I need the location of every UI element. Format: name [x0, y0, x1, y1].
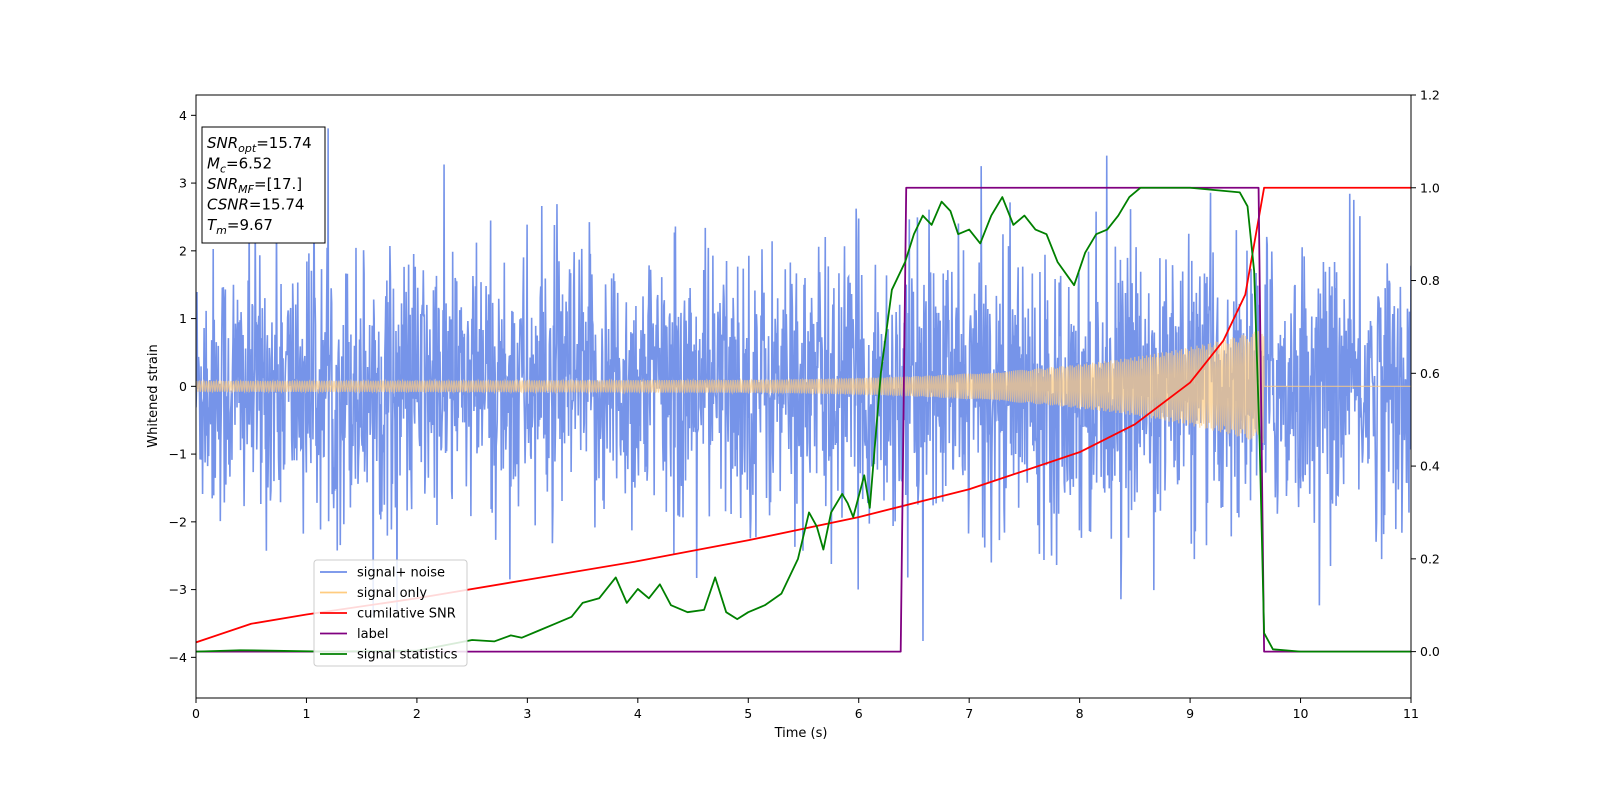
legend-item-signal-only[interactable]: signal only	[320, 586, 427, 601]
info-line: CSNR=15.74	[207, 196, 304, 214]
info-line: Mc=6.52	[207, 155, 272, 176]
info-symbol: M	[207, 155, 220, 173]
y-tick-label: −1	[169, 447, 187, 462]
info-value: =[17.]	[254, 175, 302, 193]
x-tick-label: 6	[855, 706, 863, 721]
y-tick-label: 1	[179, 311, 187, 326]
info-value: =6.52	[226, 155, 272, 173]
series-signal-statistics	[196, 186, 1411, 653]
x-tick-label: 4	[634, 706, 642, 721]
info-annotation-box	[201, 126, 326, 244]
series-signal-only	[196, 330, 1411, 443]
legend-item-label[interactable]: label	[320, 627, 388, 642]
x-tick-label: 5	[744, 706, 752, 721]
legend-item-signal-statistics[interactable]: signal statistics	[320, 648, 458, 663]
y-axis-left: 4 3 2 1 0 −1 −2 −3 −4	[169, 108, 196, 665]
info-symbol: SNR	[207, 134, 238, 152]
legend-item-cumilative-snr[interactable]: cumilative SNR	[320, 607, 456, 622]
y2-tick-label: 1.2	[1420, 88, 1440, 103]
info-line: Tm=9.67	[207, 216, 273, 237]
x-tick-label: 8	[1076, 706, 1084, 721]
x-tick-label: 2	[413, 706, 421, 721]
x-axis: 0 1 2 3 4 5 6 7 8 9 10 11	[192, 698, 1419, 721]
y-tick-label: −2	[169, 514, 187, 529]
y-tick-label: 0	[179, 379, 187, 394]
y2-tick-label: 0.4	[1420, 459, 1440, 474]
y-tick-label: −4	[169, 650, 187, 665]
info-annotation: SNRopt=15.74Mc=6.52SNRMF=[17.]CSNR=15.74…	[201, 126, 326, 244]
x-tick-label: 0	[192, 706, 200, 721]
x-tick-label: 7	[965, 706, 973, 721]
y2-tick-label: 0.8	[1420, 273, 1440, 288]
legend-box	[313, 559, 468, 667]
y-axis-right: 1.2 1.0 0.8 0.6 0.4 0.2 0.0	[1411, 88, 1440, 659]
info-symbol: CSNR	[207, 196, 249, 214]
y2-tick-label: 1.0	[1420, 180, 1440, 195]
y2-tick-label: 0.0	[1420, 644, 1440, 659]
y2-tick-label: 0.2	[1420, 551, 1440, 566]
x-tick-label: 9	[1186, 706, 1194, 721]
x-tick-label: 3	[523, 706, 531, 721]
x-axis-label: Time (s)	[774, 726, 828, 741]
legend-label: signal statistics	[357, 648, 458, 663]
plot-frame	[195, 94, 1412, 699]
info-subscript: c	[220, 163, 226, 176]
legend-label: label	[357, 627, 388, 642]
info-symbol: T	[207, 216, 218, 234]
info-subscript: m	[216, 224, 227, 237]
info-value: =15.74	[256, 134, 312, 152]
x-tick-label: 1	[302, 706, 310, 721]
y-axis-label: Whitened strain	[146, 344, 161, 447]
series-label	[196, 186, 1411, 653]
legend-label: signal only	[357, 586, 427, 601]
y-tick-label: 2	[179, 243, 187, 258]
info-line: SNRMF=[17.]	[207, 175, 302, 196]
info-line: SNRopt=15.74	[207, 134, 312, 155]
info-subscript: MF	[238, 183, 254, 196]
legend-label: signal+ noise	[357, 566, 445, 581]
x-tick-label: 11	[1403, 706, 1419, 721]
legend[interactable]: signal+ noise signal only cumilative SNR la…	[313, 559, 468, 667]
info-value: =15.74	[249, 196, 305, 214]
y-tick-label: 4	[179, 108, 187, 123]
legend-item-signal-noise[interactable]: signal+ noise	[320, 566, 445, 581]
y-tick-label: 3	[179, 176, 187, 191]
info-subscript: opt	[238, 142, 257, 155]
info-symbol: SNR	[207, 175, 238, 193]
y-tick-label: −3	[169, 582, 187, 597]
info-value: =9.67	[227, 216, 273, 234]
legend-label: cumilative SNR	[357, 607, 456, 622]
y2-tick-label: 0.6	[1420, 366, 1440, 381]
x-tick-label: 10	[1293, 706, 1309, 721]
